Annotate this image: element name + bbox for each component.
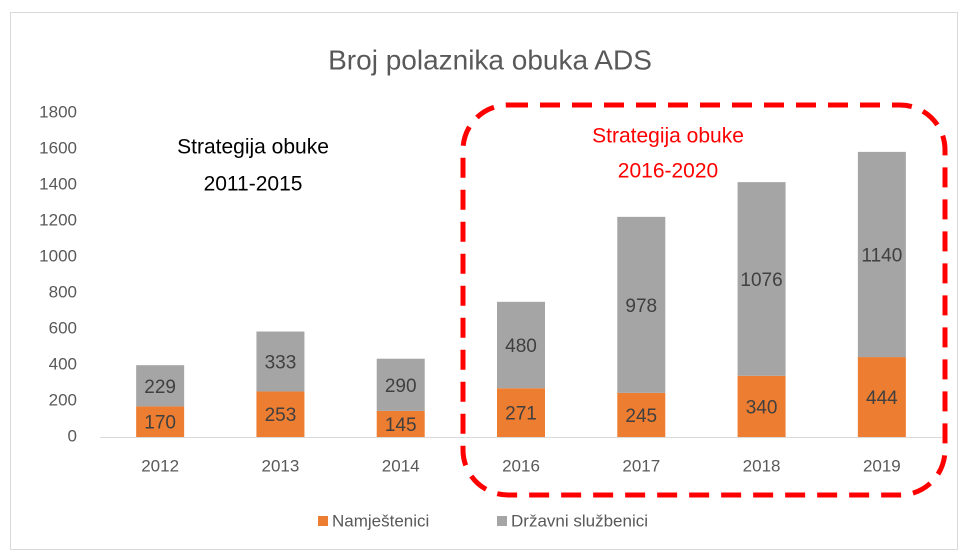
bar-segment — [497, 388, 545, 437]
y-tick-label: 1600 — [39, 138, 77, 157]
bar-segment — [136, 365, 185, 407]
legend-swatch — [318, 516, 328, 526]
bar-segment — [617, 392, 666, 437]
annotation: Strategija obuke — [592, 125, 744, 148]
bar-segment — [857, 357, 906, 437]
bar-segment — [136, 406, 185, 437]
x-tick-label: 2016 — [502, 456, 540, 475]
bar-segment — [617, 216, 666, 393]
y-tick-label: 200 — [49, 390, 77, 409]
y-tick-label: 800 — [49, 282, 77, 301]
data-label: 245 — [625, 406, 657, 427]
data-label: 271 — [505, 404, 537, 425]
data-label: 170 — [144, 413, 176, 434]
y-tick-label: 600 — [49, 318, 77, 337]
data-label: 333 — [265, 353, 297, 374]
legend-label: Namještenici — [332, 511, 429, 530]
bar-segment — [737, 375, 786, 437]
highlight-box — [460, 102, 948, 498]
data-label: 290 — [385, 376, 417, 397]
chart-frame — [10, 12, 958, 550]
x-tick-label: 2014 — [382, 456, 420, 475]
bar-segment — [376, 358, 425, 411]
y-tick-label: 1000 — [39, 246, 77, 265]
x-tick-label: 2012 — [141, 456, 179, 475]
y-tick-label: 400 — [49, 354, 77, 373]
data-label: 444 — [866, 388, 898, 409]
y-tick-label: 1400 — [39, 174, 77, 193]
annotation: 2016-2020 — [618, 160, 718, 183]
y-tick-label: 1800 — [39, 102, 77, 121]
data-label: 253 — [265, 405, 297, 426]
chart-title: Broj polaznika obuka ADS — [328, 44, 652, 75]
data-label: 480 — [505, 336, 537, 357]
data-label: 340 — [746, 397, 778, 418]
data-label: 978 — [625, 296, 657, 317]
annotation: 2011-2015 — [204, 173, 303, 196]
x-tick-label: 2019 — [863, 456, 901, 475]
legend-label: Državni službenici — [511, 511, 648, 530]
data-label: 1140 — [861, 245, 902, 266]
legend-swatch — [497, 516, 507, 526]
bar-segment — [256, 331, 305, 392]
x-tick-label: 2013 — [262, 456, 300, 475]
bar-segment — [857, 151, 906, 358]
data-label: 1076 — [740, 270, 782, 291]
y-tick-label: 0 — [68, 426, 77, 445]
bar-segment — [376, 410, 425, 437]
bar-segment — [497, 301, 545, 389]
x-tick-label: 2018 — [743, 456, 781, 475]
data-label: 229 — [144, 377, 176, 398]
bar-segment — [737, 182, 786, 376]
y-tick-label: 1200 — [39, 210, 77, 229]
annotation: Strategija obuke — [177, 136, 329, 159]
bar-segment — [256, 391, 305, 437]
x-tick-label: 2017 — [622, 456, 660, 475]
data-label: 145 — [385, 415, 417, 436]
